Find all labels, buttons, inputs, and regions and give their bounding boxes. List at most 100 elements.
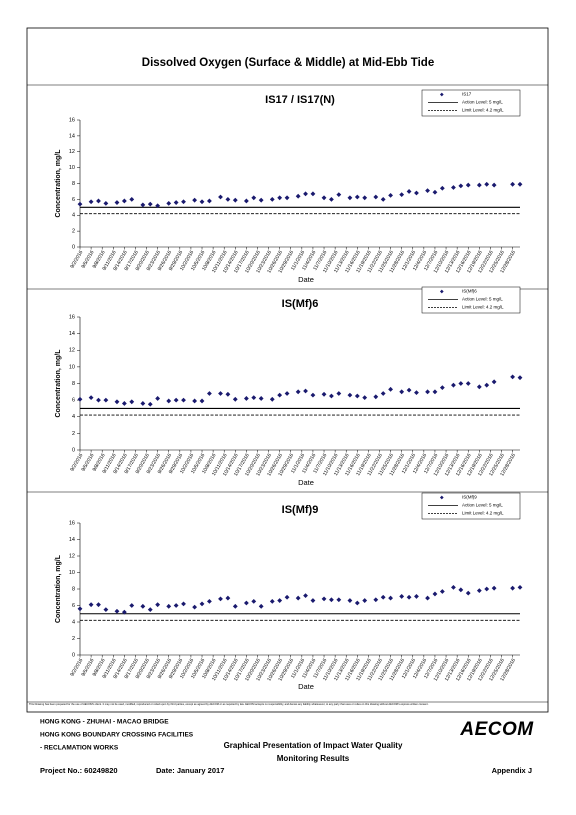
logo: AECOM bbox=[459, 719, 534, 740]
x-axis-label: Date bbox=[298, 478, 314, 487]
data-point bbox=[181, 397, 186, 403]
data-point bbox=[458, 183, 464, 189]
data-point bbox=[321, 195, 327, 201]
y-tick-label: 0 bbox=[72, 244, 75, 250]
data-point bbox=[121, 609, 127, 615]
data-point bbox=[295, 595, 301, 601]
data-point bbox=[166, 398, 172, 404]
legend-label: Action Level: 5 mg/L bbox=[462, 297, 503, 302]
data-point bbox=[140, 202, 146, 208]
y-tick-label: 6 bbox=[72, 603, 75, 609]
data-point bbox=[121, 198, 127, 204]
data-point bbox=[199, 199, 205, 205]
data-point bbox=[192, 604, 198, 610]
data-point bbox=[373, 597, 379, 603]
data-point bbox=[388, 595, 393, 601]
data-point bbox=[269, 196, 275, 202]
data-point bbox=[465, 590, 471, 596]
data-point bbox=[225, 391, 231, 397]
y-tick-label: 16 bbox=[69, 314, 75, 320]
data-point bbox=[269, 598, 275, 604]
data-point bbox=[380, 594, 386, 600]
data-point bbox=[258, 197, 264, 203]
data-point bbox=[232, 197, 238, 203]
data-point bbox=[129, 399, 135, 405]
data-point bbox=[347, 598, 353, 603]
data-point bbox=[336, 391, 342, 396]
data-point bbox=[166, 200, 172, 206]
y-tick-label: 10 bbox=[69, 165, 75, 171]
legend-label: IS(Mf)6 bbox=[462, 289, 477, 294]
data-point bbox=[458, 587, 464, 593]
data-point bbox=[432, 591, 438, 597]
data-point bbox=[218, 596, 223, 602]
data-point bbox=[432, 389, 438, 395]
y-axis-label: Concentration, mg/L bbox=[55, 149, 62, 218]
y-tick-label: 10 bbox=[69, 570, 75, 576]
data-point bbox=[451, 185, 456, 190]
y-tick-label: 16 bbox=[69, 117, 75, 123]
data-point bbox=[310, 392, 316, 398]
data-point bbox=[96, 397, 101, 403]
data-point bbox=[295, 389, 301, 395]
data-point bbox=[362, 598, 368, 603]
data-point bbox=[406, 387, 412, 393]
data-point bbox=[243, 396, 249, 401]
data-point bbox=[329, 196, 334, 202]
data-point bbox=[414, 190, 419, 196]
data-point bbox=[517, 584, 523, 590]
data-point bbox=[192, 197, 198, 203]
data-point bbox=[347, 195, 353, 201]
data-point bbox=[354, 194, 360, 200]
data-point bbox=[114, 608, 120, 614]
data-point bbox=[406, 594, 412, 600]
y-tick-label: 12 bbox=[69, 149, 75, 155]
data-point bbox=[362, 195, 368, 201]
data-point bbox=[251, 598, 257, 604]
data-point bbox=[303, 191, 308, 197]
chart-title: IS(Mf)6 bbox=[282, 298, 319, 310]
data-point bbox=[103, 397, 109, 403]
data-point bbox=[284, 391, 290, 396]
data-point bbox=[173, 397, 179, 403]
data-point bbox=[129, 196, 135, 202]
data-point bbox=[303, 388, 308, 394]
project-no: Project No.: 60249820 bbox=[40, 766, 118, 775]
y-tick-label: 8 bbox=[72, 586, 75, 592]
data-point bbox=[147, 401, 153, 407]
data-point bbox=[510, 374, 516, 380]
data-point bbox=[336, 192, 342, 198]
legend-label: Limit Level: 4.2 mg/L bbox=[462, 511, 504, 516]
chart-title: IS17 / IS17(N) bbox=[265, 94, 335, 106]
y-tick-label: 4 bbox=[72, 619, 75, 625]
data-point bbox=[155, 396, 161, 401]
legend-label: Limit Level: 4.2 mg/L bbox=[462, 305, 504, 310]
y-tick-label: 8 bbox=[72, 181, 75, 187]
data-point bbox=[310, 191, 316, 197]
data-point bbox=[277, 195, 283, 201]
data-point bbox=[510, 181, 516, 187]
data-point bbox=[207, 391, 212, 396]
data-point bbox=[258, 603, 264, 609]
data-point bbox=[336, 597, 342, 603]
data-point bbox=[476, 384, 482, 390]
data-point bbox=[439, 385, 445, 391]
data-point bbox=[425, 389, 430, 395]
y-tick-label: 12 bbox=[69, 348, 75, 354]
legend-marker bbox=[439, 289, 444, 294]
y-axis-label: Concentration, mg/L bbox=[55, 349, 62, 418]
project-line: HONG KONG BOUNDARY CROSSING FACILITIES bbox=[40, 732, 194, 739]
legend-box bbox=[421, 89, 521, 117]
data-point bbox=[277, 392, 283, 398]
y-axis-label: Concentration, mg/L bbox=[55, 554, 62, 623]
data-point bbox=[510, 585, 516, 591]
data-point bbox=[207, 598, 212, 604]
data-point bbox=[77, 201, 83, 207]
y-tick-label: 2 bbox=[72, 229, 75, 235]
data-point bbox=[399, 192, 405, 198]
y-tick-label: 6 bbox=[72, 398, 75, 404]
appendix: Appendix J bbox=[492, 766, 532, 775]
data-point bbox=[243, 600, 249, 606]
